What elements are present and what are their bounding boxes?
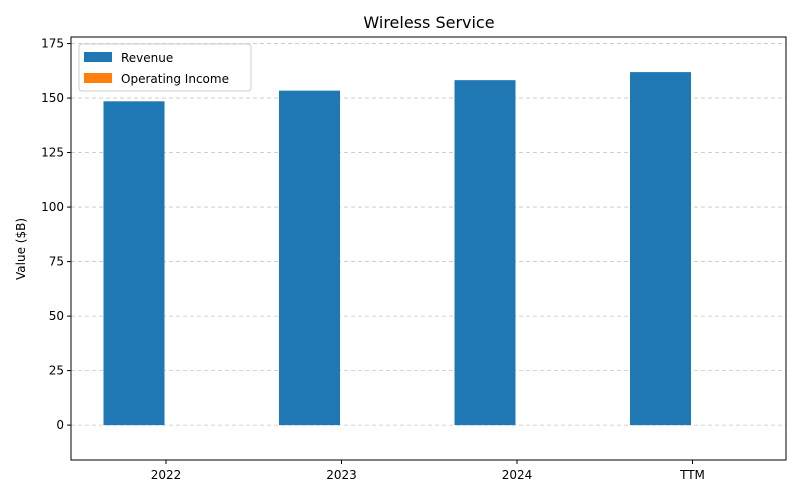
chart-title: Wireless Service <box>363 13 494 32</box>
y-tick-label: 125 <box>41 146 64 160</box>
x-tick-label: TTM <box>679 468 705 482</box>
legend: Revenue Operating Income <box>78 43 252 92</box>
plot-frame <box>70 36 787 461</box>
y-tick-label: 100 <box>41 200 64 214</box>
axes: 0 25 50 75 100 125 150 175 2022 2023 2024 TTM <box>41 36 787 482</box>
x-tick-label: 2022 <box>151 468 182 482</box>
x-tick-label: 2024 <box>502 468 533 482</box>
legend-label: Revenue <box>121 51 173 65</box>
y-tick-label: 0 <box>56 418 64 432</box>
y-tick-label: 175 <box>41 37 64 51</box>
legend-label: Operating Income <box>121 72 229 86</box>
legend-swatch <box>84 52 112 62</box>
legend-swatch <box>84 73 112 83</box>
bar-revenue-2024 <box>454 80 516 426</box>
bars <box>103 72 691 426</box>
bar-revenue-2022 <box>103 101 165 426</box>
bar-revenue-ttm <box>630 72 691 426</box>
y-axis-title: Value ($B) <box>14 218 28 280</box>
bar-revenue-2023 <box>279 90 340 426</box>
y-tick-label: 50 <box>49 309 64 323</box>
y-tick-label: 75 <box>49 255 64 269</box>
y-tick-label: 25 <box>49 364 64 378</box>
y-tick-label: 150 <box>41 91 64 105</box>
x-tick-label: 2023 <box>326 468 357 482</box>
legend-box <box>78 43 252 92</box>
